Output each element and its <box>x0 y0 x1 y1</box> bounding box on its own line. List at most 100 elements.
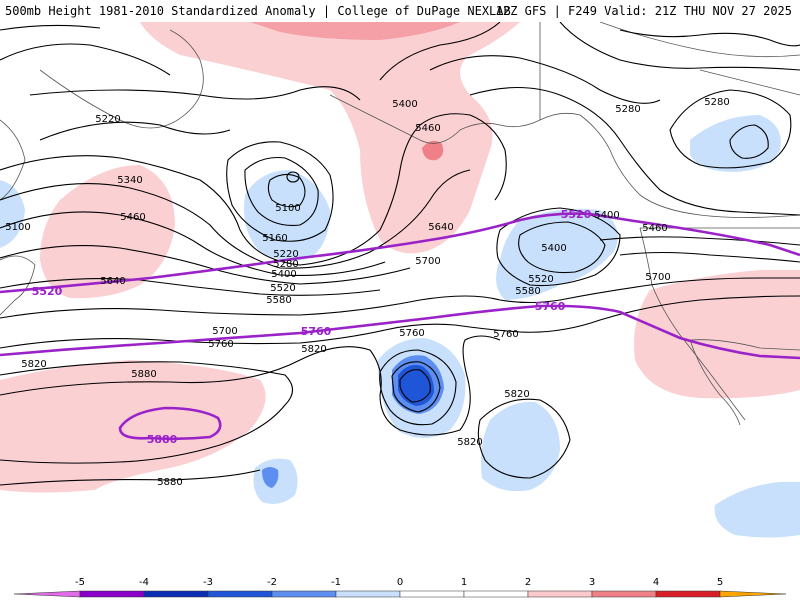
contour-label: 5400 <box>594 210 619 221</box>
contour-label: 5640 <box>428 222 453 233</box>
contour-line <box>0 278 381 296</box>
contour-label: 5520 <box>270 283 295 294</box>
contour-label: 5100 <box>5 222 30 233</box>
anomaly-negative-region <box>714 482 800 538</box>
anomaly-positive-region <box>634 270 800 399</box>
colorbar-tick: 2 <box>525 577 531 588</box>
colorbar-tick: -4 <box>139 577 149 588</box>
contour-label: 5220 <box>273 249 298 260</box>
colorbar-swatch <box>399 590 465 598</box>
anomaly-positive-region <box>40 165 175 299</box>
colorbar-tick: -2 <box>267 577 277 588</box>
anomaly-strong-negative <box>398 365 434 406</box>
contour-line <box>391 361 441 413</box>
contour-line <box>0 24 101 31</box>
colorbar-swatch <box>591 590 657 598</box>
contour-label: 5280 <box>704 97 729 108</box>
purple-contour-5760 <box>0 304 800 360</box>
contour-label: 5400 <box>392 99 417 110</box>
contour-label: 5880 <box>131 369 156 380</box>
contour-label: 5460 <box>415 123 440 134</box>
colorbar-right-arrow <box>719 590 787 598</box>
contour-line <box>286 171 300 183</box>
colorbar-tick: -3 <box>203 577 213 588</box>
contour-line <box>0 245 411 285</box>
run-info: 12Z GFS | F249 Valid: 21Z THU NOV 27 202… <box>495 4 792 18</box>
contour-line <box>559 22 800 71</box>
contour-label: 5280 <box>615 104 640 115</box>
purple-contour-label: 5880 <box>147 433 178 446</box>
contour-line <box>518 221 606 274</box>
anomaly-positive-region <box>140 22 520 254</box>
colorbar-tick: 4 <box>653 577 659 588</box>
contour-label: 5760 <box>399 328 424 339</box>
contour-label: 5700 <box>645 272 670 283</box>
contour-label: 5220 <box>95 114 120 125</box>
anomaly-moderate-negative <box>262 467 279 488</box>
contour-line <box>729 124 769 159</box>
contour-label: 5700 <box>415 256 440 267</box>
contour-line <box>599 236 800 246</box>
contour-label: 5820 <box>457 437 482 448</box>
colorbar-tick: 0 <box>397 577 403 588</box>
contour-label: 5100 <box>275 203 300 214</box>
contour-line <box>469 86 800 216</box>
anomaly-positive-region <box>250 22 460 40</box>
contour-label: 5160 <box>262 233 287 244</box>
asia-coastline <box>0 255 36 316</box>
contour-line <box>669 89 792 169</box>
contour-label: 5580 <box>266 295 291 306</box>
contour-label: 5400 <box>541 243 566 254</box>
purple-contour-label: 5760 <box>535 300 566 313</box>
west-coast <box>639 227 746 421</box>
colorbar-swatch <box>79 590 145 598</box>
purple-label-group: 5520 5520 5760 5760 5880 <box>32 208 592 446</box>
contour-label: 5460 <box>642 223 667 234</box>
contour-label-group: 5220 5340 5460 5100 5100 5160 5220 5280 … <box>5 97 729 488</box>
contour-line <box>0 469 261 486</box>
colorbar-swatch <box>527 590 593 598</box>
colorbar-tick: 3 <box>589 577 595 588</box>
purple-contour-5520 <box>0 212 800 294</box>
purple-contour-label: 5760 <box>301 325 332 338</box>
contour-label: 5520 <box>528 274 553 285</box>
colorbar-tick: -5 <box>75 577 85 588</box>
height-contours <box>0 22 800 486</box>
contour-line <box>0 43 171 76</box>
anomaly-strong-positive <box>422 140 444 161</box>
colorbar: -5 -4 -3 -2 -1 0 1 2 3 4 5 <box>0 575 800 600</box>
us-mexico-border <box>689 339 800 351</box>
contour-line <box>0 113 507 266</box>
anomaly-negative-region <box>481 401 560 492</box>
anomaly-positive-region <box>0 360 266 493</box>
contour-label: 5760 <box>208 339 233 350</box>
contour-label: 5460 <box>120 212 145 223</box>
contour-line <box>379 349 457 426</box>
contour-line <box>267 173 306 208</box>
map-panel: 5220 5340 5460 5100 5100 5160 5220 5280 … <box>0 22 800 575</box>
colorbar-swatch <box>655 590 721 598</box>
colorbar-swatch <box>335 590 401 598</box>
asia-coastline <box>39 29 204 129</box>
header-bar: 500mb Height 1981-2010 Standardized Anom… <box>0 0 800 22</box>
map-title: 500mb Height 1981-2010 Standardized Anom… <box>5 4 511 18</box>
contour-line <box>619 251 800 263</box>
contour-label: 5820 <box>21 359 46 370</box>
colorbar-tick: 5 <box>717 577 723 588</box>
hudson-region <box>699 69 800 96</box>
contour-label: 5580 <box>515 286 540 297</box>
contour-label: 5820 <box>301 344 326 355</box>
contour-line <box>226 141 334 242</box>
contour-label: 5760 <box>493 329 518 340</box>
contour-label: 5820 <box>504 389 529 400</box>
purple-contour-5880 <box>118 406 222 441</box>
anomaly-negative-region <box>0 180 25 248</box>
colorbar-tick-labels: -5 -4 -3 -2 -1 0 1 2 3 4 5 <box>75 577 723 588</box>
contour-label: 5880 <box>157 477 182 488</box>
contour-label: 5640 <box>100 276 125 287</box>
asia-coastline <box>0 119 26 201</box>
colorbar-tick: -1 <box>331 577 341 588</box>
contour-line <box>0 361 294 464</box>
contour-line <box>0 277 800 319</box>
contour-label: 5700 <box>212 326 237 337</box>
